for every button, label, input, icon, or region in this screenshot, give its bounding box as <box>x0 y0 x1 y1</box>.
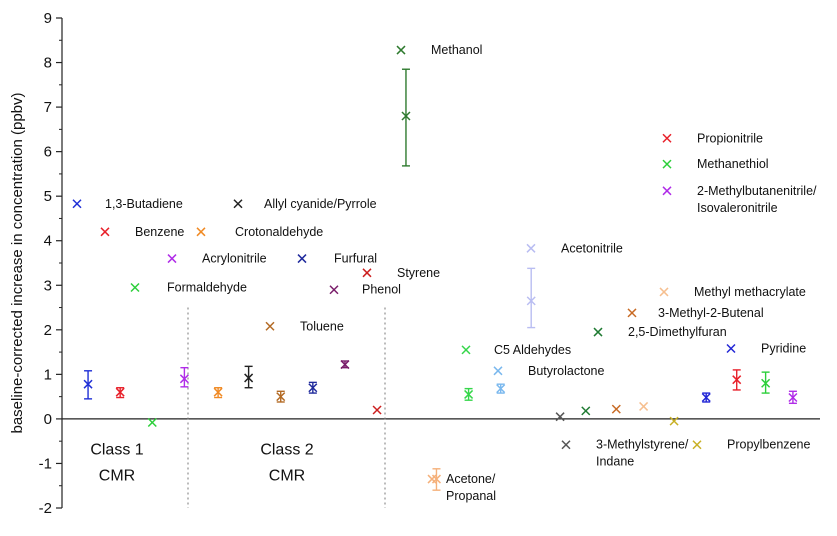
legend-marker <box>196 227 206 237</box>
series-label: Butyrolactone <box>528 364 604 378</box>
series-label: Acrylonitrile <box>202 252 267 266</box>
data-point <box>701 392 711 403</box>
series-label: Crotonaldehyde <box>235 225 323 239</box>
legend-marker <box>493 366 503 376</box>
y-tick-label: 5 <box>44 188 52 205</box>
y-tick-label: 1 <box>44 366 52 383</box>
legend-marker <box>362 268 372 278</box>
series-label: 3-Methylstyrene/Indane <box>596 438 689 469</box>
series-label: Acetonitrile <box>561 241 623 255</box>
data-point <box>340 360 350 370</box>
legend-marker <box>461 345 471 355</box>
data-point <box>611 404 621 414</box>
y-tick-label: -2 <box>39 500 52 517</box>
series-label: 3-Methyl-2-Butenal <box>658 306 764 320</box>
data-point <box>83 379 93 389</box>
legend-marker <box>167 254 177 264</box>
data-point <box>213 387 223 397</box>
legend-marker <box>726 343 736 354</box>
legend-marker <box>297 254 307 264</box>
series-label: Styrene <box>397 266 440 280</box>
series-label: Toluene <box>300 319 344 333</box>
legend-marker <box>427 474 437 484</box>
data-point <box>401 111 411 121</box>
legend-marker <box>662 186 672 196</box>
series-label: Methanethiol <box>697 157 769 171</box>
error-bar <box>180 366 189 388</box>
series-label: Pyridine <box>761 342 806 356</box>
series-label: 1,3-Butadiene <box>105 197 183 211</box>
y-tick-label: -1 <box>39 455 52 472</box>
axes: -2 -1 0 1 2 3 4 5 6 7 8 9 <box>39 10 820 517</box>
error-bar <box>527 267 536 329</box>
legend-marker <box>692 440 702 450</box>
data-point <box>179 374 189 384</box>
data-point <box>639 401 649 411</box>
series-label: Propionitrile <box>697 131 763 145</box>
series-label: Benzene <box>135 225 184 239</box>
class-label-line1: Class 1 <box>90 442 143 459</box>
y-axis-title: baseline-corrected increase in concentra… <box>9 92 26 433</box>
data-point <box>496 384 506 394</box>
series-label: Formaldehyde <box>167 281 247 295</box>
series-label: Propylbenzene <box>727 438 810 452</box>
y-tick-label: 2 <box>44 322 52 339</box>
series-label: Methyl methacrylate <box>694 285 806 299</box>
legend-labels: 1,3-Butadiene Benzene Formaldehyde Acryloni… <box>72 43 817 503</box>
class-label-line2: CMR <box>99 467 135 484</box>
data-point <box>732 375 742 385</box>
data-point <box>308 383 318 393</box>
series-label: 2,5-Dimethylfuran <box>628 325 727 339</box>
data-point <box>555 412 565 422</box>
legend-marker <box>627 308 637 318</box>
data-point <box>669 416 679 426</box>
legend-marker <box>396 45 406 55</box>
legend-marker <box>662 133 672 143</box>
legend-marker <box>265 321 275 331</box>
legend-marker <box>130 282 140 293</box>
data-point <box>526 296 536 306</box>
legend-marker <box>233 199 243 209</box>
legend-marker <box>659 287 669 297</box>
series-label: Furfural <box>334 252 377 266</box>
series-label: 2-Methylbutanenitrile/Isovaleronitrile <box>697 184 817 215</box>
series-label: Acetone/Propanal <box>446 472 496 503</box>
y-tick-label: 8 <box>44 55 52 72</box>
legend-marker <box>72 199 82 209</box>
legend-marker <box>100 227 110 237</box>
y-tick-label: 9 <box>44 10 52 27</box>
data-point <box>276 392 286 402</box>
data-point <box>115 387 125 397</box>
legend-marker <box>526 243 536 253</box>
series-label: Methanol <box>431 43 482 57</box>
y-tick-label: 4 <box>44 233 52 250</box>
error-bar <box>401 68 410 167</box>
y-tick-label: 3 <box>44 277 52 294</box>
legend-marker <box>593 327 603 337</box>
data-marks <box>83 68 798 491</box>
y-tick-label: 7 <box>44 99 52 116</box>
data-point <box>464 389 474 399</box>
data-point <box>581 406 591 416</box>
y-tick-label: 6 <box>44 144 52 161</box>
data-point <box>372 405 382 415</box>
legend-marker <box>329 285 339 295</box>
data-point <box>244 373 254 383</box>
y-tick-label: 0 <box>44 411 52 428</box>
series-label: Allyl cyanide/Pyrrole <box>264 197 377 211</box>
series-label: C5 Aldehydes <box>494 343 571 357</box>
class-label-line1: Class 2 <box>260 442 313 459</box>
data-point <box>788 392 798 403</box>
class-dividers: Class 1 CMR Class 2 CMR <box>90 307 386 508</box>
data-point <box>147 417 157 428</box>
legend-marker <box>662 159 672 169</box>
series-label: Phenol <box>362 283 401 297</box>
class-label-line2: CMR <box>269 467 305 484</box>
data-point <box>761 378 771 388</box>
legend-marker <box>561 440 571 450</box>
